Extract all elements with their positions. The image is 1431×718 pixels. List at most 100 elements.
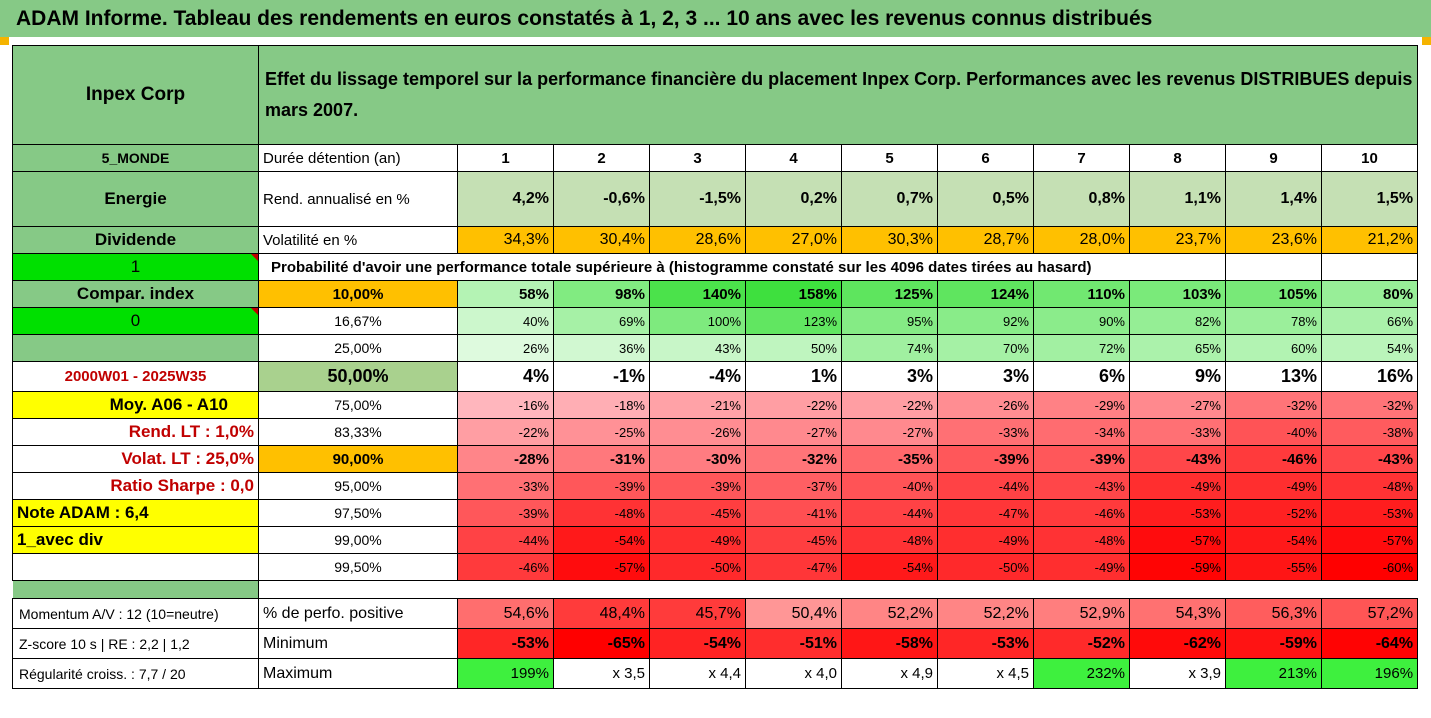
- flag-one: 1: [12, 253, 259, 281]
- quantile-2-y6: 70%: [937, 334, 1034, 362]
- volatilite-y6: 28,7%: [937, 226, 1034, 254]
- quantile-10-y5: -54%: [841, 553, 938, 581]
- quantile-5-y10: -38%: [1320, 418, 1419, 446]
- quantile-4-y6: -26%: [937, 391, 1034, 419]
- quantile-level-5: 83,33%: [258, 418, 458, 446]
- quantile-2-y1: 26%: [457, 334, 554, 362]
- quantile-8-y10: -53%: [1320, 499, 1419, 527]
- quantile-1-y5: 95%: [841, 307, 938, 335]
- quantile-0-y10: 80%: [1320, 280, 1419, 308]
- quantile-3-y8: 9%: [1129, 361, 1226, 392]
- positive-pct-y3: 45,7%: [649, 598, 746, 629]
- quantile-0-y4: 158%: [745, 280, 842, 308]
- quantile-1-y9: 78%: [1225, 307, 1322, 335]
- quantile-8-y5: -44%: [841, 499, 938, 527]
- positive-label: % de perfo. positive: [258, 598, 458, 629]
- year-header-y9: 9: [1225, 144, 1322, 172]
- maximum-y3: x 4,4: [649, 658, 746, 689]
- maximum-y10: 196%: [1320, 658, 1419, 689]
- volat-label: Volatilité en %: [258, 226, 458, 254]
- quantile-5-y2: -25%: [553, 418, 650, 446]
- quantile-2-y2: 36%: [553, 334, 650, 362]
- maximum-y7: 232%: [1033, 658, 1130, 689]
- quantile-7-y8: -49%: [1129, 472, 1226, 500]
- quantile-6-y1: -28%: [457, 445, 554, 473]
- quantile-9-y9: -54%: [1225, 526, 1322, 554]
- proba-label: Probabilité d'avoir une performance tota…: [258, 253, 1226, 281]
- positive-pct-y1: 54,6%: [457, 598, 554, 629]
- dividend-label: Dividende: [12, 226, 259, 254]
- quantile-6-y10: -43%: [1320, 445, 1419, 473]
- quantile-1-y2: 69%: [553, 307, 650, 335]
- minimum-y10: -64%: [1320, 628, 1419, 659]
- quantile-4-y4: -22%: [745, 391, 842, 419]
- quantile-6-y3: -30%: [649, 445, 746, 473]
- quantile-9-y10: -57%: [1320, 526, 1419, 554]
- quantile-level-7: 95,00%: [258, 472, 458, 500]
- volatilite-y2: 30,4%: [553, 226, 650, 254]
- momentum-label: Momentum A/V : 12 (10=neutre): [12, 598, 259, 629]
- positive-pct-y10: 57,2%: [1320, 598, 1419, 629]
- quantile-8-y1: -39%: [457, 499, 554, 527]
- compar-index-label: Compar. index: [12, 280, 259, 308]
- note-adam: Note ADAM : 6,4: [12, 499, 259, 527]
- minimum-y2: -65%: [553, 628, 650, 659]
- quantile-6-y8: -43%: [1129, 445, 1226, 473]
- zscore-label: Z-score 10 s | RE : 2,2 | 1,2: [12, 628, 259, 659]
- volatilite-y8: 23,7%: [1129, 226, 1226, 254]
- quantile-1-y8: 82%: [1129, 307, 1226, 335]
- volatilite-y5: 30,3%: [841, 226, 938, 254]
- positive-pct-y7: 52,9%: [1033, 598, 1130, 629]
- quantile-2-y10: 54%: [1320, 334, 1419, 362]
- fund-name: Inpex Corp: [12, 45, 259, 145]
- positive-pct-y9: 56,3%: [1225, 598, 1322, 629]
- quantile-10-y4: -47%: [745, 553, 842, 581]
- quantile-1-y6: 92%: [937, 307, 1034, 335]
- minimum-y7: -52%: [1033, 628, 1130, 659]
- rendement-y7: 0,8%: [1033, 171, 1130, 227]
- positive-pct-y6: 52,2%: [937, 598, 1034, 629]
- quantile-3-y6: 3%: [937, 361, 1034, 392]
- quantile-1-y10: 66%: [1320, 307, 1419, 335]
- quantile-0-y6: 124%: [937, 280, 1034, 308]
- maximum-y6: x 4,5: [937, 658, 1034, 689]
- rendement-y9: 1,4%: [1225, 171, 1322, 227]
- sharpe-label: Ratio Sharpe : 0,0: [12, 472, 259, 500]
- quantile-8-y8: -53%: [1129, 499, 1226, 527]
- quantile-7-y5: -40%: [841, 472, 938, 500]
- quantile-0-y5: 125%: [841, 280, 938, 308]
- quantile-level-3: 50,00%: [258, 361, 458, 392]
- maximum-y5: x 4,9: [841, 658, 938, 689]
- year-header-y2: 2: [553, 144, 650, 172]
- quantile-level-1: 16,67%: [258, 307, 458, 335]
- positive-pct-y4: 50,4%: [745, 598, 842, 629]
- positive-pct-y5: 52,2%: [841, 598, 938, 629]
- volatilite-y4: 27,0%: [745, 226, 842, 254]
- quantile-10-y10: -60%: [1320, 553, 1419, 581]
- year-header-y10: 10: [1320, 144, 1419, 172]
- quantile-4-y5: -22%: [841, 391, 938, 419]
- quantile-6-y5: -35%: [841, 445, 938, 473]
- maximum-y1: 199%: [457, 658, 554, 689]
- regularite-label: Régularité croiss. : 7,7 / 20: [12, 658, 259, 689]
- quantile-level-6: 90,00%: [258, 445, 458, 473]
- table-headline: Effet du lissage temporel sur la perform…: [257, 45, 1419, 145]
- quantile-1-y7: 90%: [1033, 307, 1130, 335]
- volat-lt-label: Volat. LT : 25,0%: [12, 445, 259, 473]
- period-label: 2000W01 - 2025W35: [12, 361, 259, 392]
- rendement-y4: 0,2%: [745, 171, 842, 227]
- quantile-10-y9: -55%: [1225, 553, 1322, 581]
- spacer-green: [12, 580, 259, 599]
- quantile-6-y6: -39%: [937, 445, 1034, 473]
- rendement-y3: -1,5%: [649, 171, 746, 227]
- quantile-4-y10: -32%: [1320, 391, 1419, 419]
- quantile-level-8: 97,50%: [258, 499, 458, 527]
- quantile-0-y8: 103%: [1129, 280, 1226, 308]
- quantile-8-y4: -41%: [745, 499, 842, 527]
- quantile-7-y1: -33%: [457, 472, 554, 500]
- duree-label: Durée détention (an): [258, 144, 458, 172]
- quantile-4-y2: -18%: [553, 391, 650, 419]
- minimum-y4: -51%: [745, 628, 842, 659]
- performance-table: Inpex Corp Effet du lissage temporel sur…: [12, 45, 1419, 689]
- quantile-4-y3: -21%: [649, 391, 746, 419]
